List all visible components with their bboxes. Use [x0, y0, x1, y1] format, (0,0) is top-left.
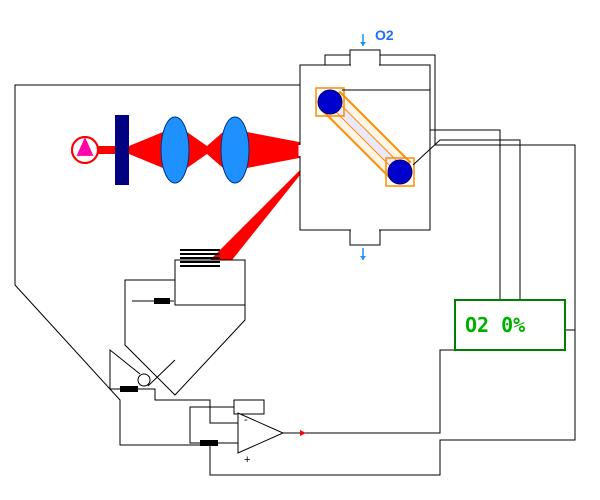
inlet-arrowhead-icon: [360, 42, 366, 46]
resistor-1-icon: [120, 386, 138, 392]
wire-3: [303, 350, 455, 433]
slit-icon: [115, 115, 129, 185]
chamber-port-top: [350, 50, 380, 65]
amp-minus-label: -: [244, 414, 248, 426]
signal-arrow-icon: [300, 430, 306, 436]
inlet-label: O2: [375, 27, 394, 43]
amp-cap: [234, 400, 264, 414]
amp-plus-label: +: [244, 454, 250, 466]
electrode-1-icon: [318, 90, 342, 114]
light-beam-main: [98, 132, 320, 168]
chamber-port-bottom: [350, 230, 380, 245]
display-readout: O2 0%: [465, 313, 525, 337]
enclosure-outline: [15, 55, 575, 475]
detector-knob: [138, 374, 150, 386]
electrode-2-icon: [388, 160, 412, 184]
lens-1-icon: [161, 117, 189, 183]
lens-2-icon: [221, 117, 249, 183]
resistor-3-icon: [154, 298, 170, 304]
outlet-arrowhead-icon: [360, 256, 366, 260]
wire-5: [190, 407, 234, 443]
resistor-2-icon: [200, 440, 218, 446]
wire-7: [138, 389, 238, 423]
